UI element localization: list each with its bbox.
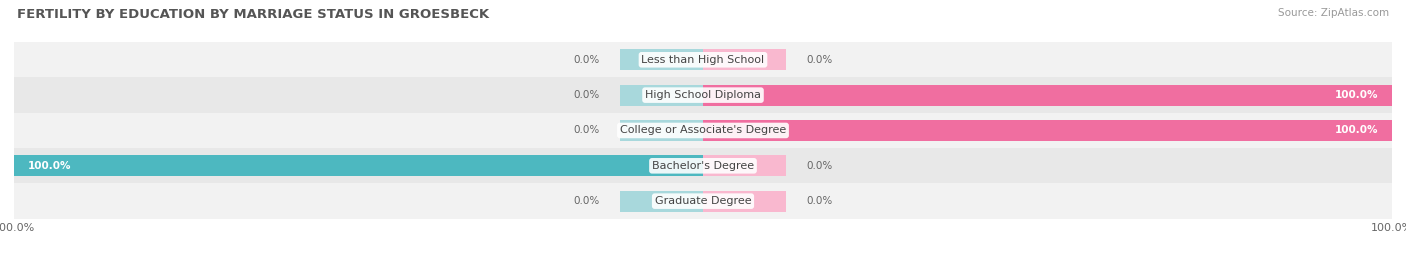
Text: 100.0%: 100.0% [1334,90,1378,100]
Text: 100.0%: 100.0% [1334,125,1378,136]
Text: High School Diploma: High School Diploma [645,90,761,100]
Text: Bachelor's Degree: Bachelor's Degree [652,161,754,171]
Text: Graduate Degree: Graduate Degree [655,196,751,206]
Text: 0.0%: 0.0% [574,90,599,100]
Bar [703,84,1392,106]
Text: 0.0%: 0.0% [807,55,832,65]
Text: FERTILITY BY EDUCATION BY MARRIAGE STATUS IN GROESBECK: FERTILITY BY EDUCATION BY MARRIAGE STATU… [17,8,489,21]
Bar [703,155,786,176]
Bar [14,148,1392,183]
Bar [620,190,703,212]
Text: College or Associate's Degree: College or Associate's Degree [620,125,786,136]
Bar [620,120,703,141]
Text: 0.0%: 0.0% [574,125,599,136]
Text: 0.0%: 0.0% [574,55,599,65]
Bar [14,42,1392,77]
Bar [620,49,703,70]
Bar [620,84,703,106]
Text: Less than High School: Less than High School [641,55,765,65]
Bar [14,77,1392,113]
Bar [14,155,703,176]
Bar [703,49,786,70]
Text: 100.0%: 100.0% [28,161,72,171]
Text: 0.0%: 0.0% [807,161,832,171]
Text: 0.0%: 0.0% [807,196,832,206]
Text: 0.0%: 0.0% [574,196,599,206]
Text: Source: ZipAtlas.com: Source: ZipAtlas.com [1278,8,1389,18]
Bar [14,183,1392,219]
Bar [14,113,1392,148]
Bar [703,190,786,212]
Bar [703,120,1392,141]
